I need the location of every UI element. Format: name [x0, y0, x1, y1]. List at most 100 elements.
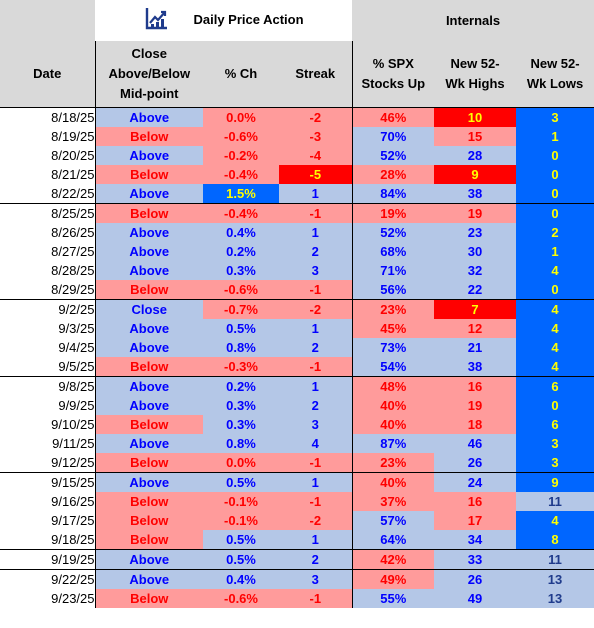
table-row: 9/2/25 Close -0.7% -2 23% 7 4	[0, 299, 594, 319]
table-row: 8/21/25 Below -0.4% -5 28% 9 0	[0, 165, 594, 184]
streak-cell: -2	[279, 299, 353, 319]
pct-change-cell: -0.7%	[203, 299, 279, 319]
new-lows-cell: 4	[516, 261, 594, 280]
new-highs-cell: 32	[434, 261, 517, 280]
table-row: 8/19/25 Below -0.6% -3 70% 15 1	[0, 127, 594, 146]
new-lows-cell: 3	[516, 434, 594, 453]
table-row: 8/28/25 Above 0.3% 3 71% 32 4	[0, 261, 594, 280]
date-cell: 9/9/25	[0, 396, 96, 415]
spx-up-cell: 40%	[352, 472, 435, 492]
new-highs-cell: 49	[434, 589, 517, 608]
pct-change-cell: 0.3%	[203, 396, 279, 415]
streak-cell: -4	[279, 146, 353, 165]
new-lows-cell: 11	[516, 492, 594, 511]
chart-logo-icon	[143, 6, 170, 32]
streak-cell: -1	[279, 453, 353, 473]
spx-up-cell: 52%	[352, 223, 435, 242]
date-cell: 8/25/25	[0, 203, 96, 223]
new-lows-cell: 3	[516, 107, 594, 127]
table-row: 8/25/25 Below -0.4% -1 19% 19 0	[0, 203, 594, 223]
new-lows-cell: 1	[516, 242, 594, 261]
table-row: 8/26/25 Above 0.4% 1 52% 23 2	[0, 223, 594, 242]
table-row: 8/22/25 Above 1.5% 1 84% 38 0	[0, 184, 594, 204]
new-lows-cell: 3	[516, 453, 594, 473]
pct-change-cell: 0.5%	[203, 319, 279, 338]
column-header-row: Date Close Above/Below Mid-point % Ch Stre…	[0, 41, 594, 108]
streak-cell: -3	[279, 127, 353, 146]
new-lows-cell: 2	[516, 223, 594, 242]
table-row: 9/9/25 Above 0.3% 2 40% 19 0	[0, 396, 594, 415]
table-row: 8/29/25 Below -0.6% -1 56% 22 0	[0, 280, 594, 300]
table-row: 9/5/25 Below -0.3% -1 54% 38 4	[0, 357, 594, 377]
new-lows-cell: 13	[516, 589, 594, 608]
close-cell: Below	[95, 357, 203, 377]
pct-change-cell: -0.6%	[203, 127, 279, 146]
new-lows-cell: 4	[516, 299, 594, 319]
spx-up-cell: 37%	[352, 492, 435, 511]
new-lows-cell: 0	[516, 203, 594, 223]
close-cell: Above	[95, 396, 203, 415]
streak-cell: 1	[279, 223, 353, 242]
table-row: 9/10/25 Below 0.3% 3 40% 18 6	[0, 415, 594, 434]
pct-change-cell: 0.0%	[203, 453, 279, 473]
close-cell: Above	[95, 146, 203, 165]
streak-cell: 1	[279, 472, 353, 492]
streak-cell: -1	[279, 280, 353, 300]
new-highs-cell: 34	[434, 530, 517, 550]
group-header-blank	[0, 0, 95, 41]
spx-up-cell: 71%	[352, 261, 435, 280]
streak-cell: 1	[279, 376, 353, 396]
date-cell: 9/15/25	[0, 472, 96, 492]
new-lows-cell: 6	[516, 415, 594, 434]
close-cell: Below	[95, 127, 203, 146]
group-header-daily-price-action: Daily Price Action	[95, 0, 353, 41]
streak-cell: -2	[279, 107, 353, 127]
new-highs-cell: 21	[434, 338, 517, 357]
date-cell: 8/21/25	[0, 165, 96, 184]
spx-up-cell: 48%	[352, 376, 435, 396]
new-highs-cell: 33	[434, 549, 517, 570]
pct-change-cell: -0.4%	[203, 165, 279, 184]
spx-up-cell: 55%	[352, 589, 435, 608]
new-highs-cell: 19	[434, 396, 517, 415]
close-cell: Close	[95, 299, 203, 319]
new-highs-cell: 22	[434, 280, 517, 300]
close-cell: Above	[95, 184, 203, 204]
new-lows-cell: 4	[516, 319, 594, 338]
table-row: 8/27/25 Above 0.2% 2 68% 30 1	[0, 242, 594, 261]
date-cell: 9/2/25	[0, 299, 96, 319]
pct-change-cell: -0.4%	[203, 203, 279, 223]
close-cell: Above	[95, 549, 203, 570]
pct-change-cell: -0.2%	[203, 146, 279, 165]
pct-change-cell: -0.3%	[203, 357, 279, 377]
close-cell: Above	[95, 223, 203, 242]
close-cell: Above	[95, 242, 203, 261]
close-cell: Above	[95, 569, 203, 589]
pct-change-cell: 0.4%	[203, 569, 279, 589]
streak-cell: 1	[279, 184, 353, 204]
new-lows-cell: 4	[516, 338, 594, 357]
date-cell: 9/17/25	[0, 511, 96, 530]
col-header-pct-change: % Ch	[203, 41, 279, 108]
new-lows-cell: 11	[516, 549, 594, 570]
new-highs-cell: 24	[434, 472, 517, 492]
date-cell: 9/16/25	[0, 492, 96, 511]
new-highs-cell: 38	[434, 184, 517, 204]
spx-up-cell: 84%	[352, 184, 435, 204]
new-lows-cell: 1	[516, 127, 594, 146]
table-row: 9/18/25 Below 0.5% 1 64% 34 8	[0, 530, 594, 550]
streak-cell: 2	[279, 396, 353, 415]
new-highs-cell: 16	[434, 376, 517, 396]
date-cell: 8/20/25	[0, 146, 96, 165]
pct-change-cell: 1.5%	[203, 184, 279, 204]
table-row: 9/4/25 Above 0.8% 2 73% 21 4	[0, 338, 594, 357]
spx-up-cell: 87%	[352, 434, 435, 453]
close-cell: Below	[95, 280, 203, 300]
close-cell: Below	[95, 203, 203, 223]
spx-up-cell: 70%	[352, 127, 435, 146]
table-row: 9/16/25 Below -0.1% -1 37% 16 11	[0, 492, 594, 511]
close-cell: Below	[95, 492, 203, 511]
spx-up-cell: 54%	[352, 357, 435, 377]
spx-up-cell: 40%	[352, 396, 435, 415]
date-cell: 9/12/25	[0, 453, 96, 473]
